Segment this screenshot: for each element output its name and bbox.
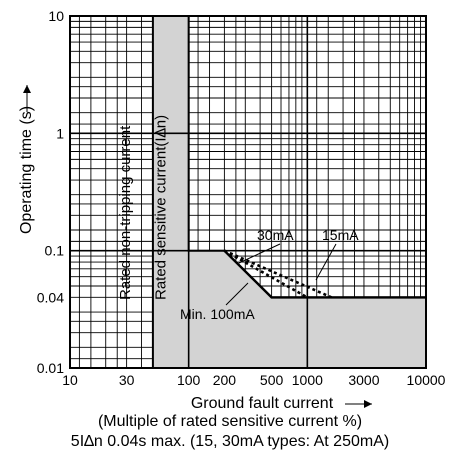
leader-15mA xyxy=(315,243,337,281)
y-tick-0.01: 0.01 xyxy=(37,360,64,376)
x-tick-3000: 3000 xyxy=(348,372,379,388)
label-rated-sensitive-current: Rated sensitive current(I∆n) xyxy=(153,115,170,300)
y-axis-arrow-head xyxy=(23,85,31,93)
x-tick-500: 500 xyxy=(260,372,284,388)
x-tick-100: 100 xyxy=(177,372,201,388)
plot-frame xyxy=(69,15,427,369)
x-tick-labels: 10 30 100 200 500 1000 3000 10000 xyxy=(62,372,445,388)
x-tick-1000: 1000 xyxy=(292,372,323,388)
series-label-15mA: 15mA xyxy=(322,227,359,243)
grid-major xyxy=(70,16,426,368)
series-line-15ma xyxy=(223,249,333,299)
x-axis-label: Ground fault current xyxy=(191,395,334,412)
series-line-30ma xyxy=(223,249,308,299)
x-tick-10000: 10000 xyxy=(407,372,446,388)
label-rated-non-tripping-current: Rated non-tripping current xyxy=(117,125,134,300)
y-tick-labels: 10 1 0.1 0.04 0.01 xyxy=(37,8,64,376)
series-layer xyxy=(223,249,426,299)
x-axis-arrow-head xyxy=(364,400,372,408)
series-label-min-100mA: Min. 100mA xyxy=(180,306,255,322)
series-label-30mA: 30mA xyxy=(257,227,294,243)
x-tick-30: 30 xyxy=(119,372,135,388)
leader-min-100mA xyxy=(225,282,249,306)
y-tick-0.04: 0.04 xyxy=(37,289,64,305)
series-line-min-100ma xyxy=(223,249,426,299)
y-tick-0.1: 0.1 xyxy=(45,243,65,259)
x-axis-sublabel: (Multiple of rated sensitive current %) xyxy=(97,413,363,430)
footnote: 5I∆n 0.04s max. (15, 30mA types: At 250m… xyxy=(70,433,390,450)
x-tick-200: 200 xyxy=(213,372,237,388)
y-axis-label: Operating time (s) xyxy=(18,106,35,234)
y-tick-1: 1 xyxy=(56,125,64,141)
leader-30mA xyxy=(238,243,281,264)
x-tick-10: 10 xyxy=(62,372,78,388)
y-tick-10: 10 xyxy=(48,8,64,24)
